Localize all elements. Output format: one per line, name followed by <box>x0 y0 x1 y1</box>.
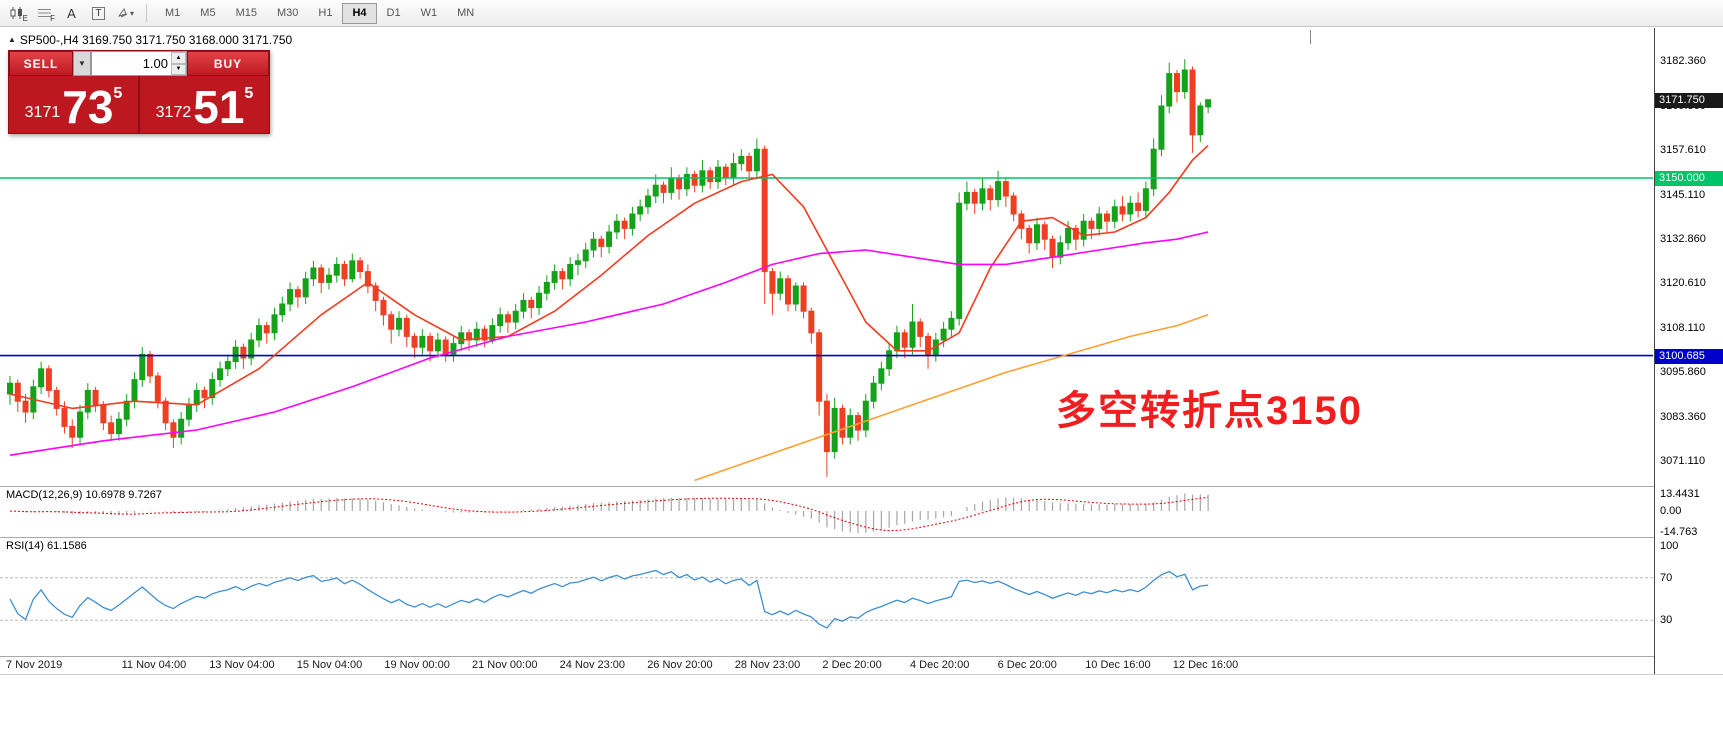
toolbar-separator <box>146 4 147 22</box>
macd-axis-label: -14.763 <box>1660 526 1698 539</box>
price-axis-label: 3095.860 <box>1660 365 1706 378</box>
price-axis-label: 3132.860 <box>1660 232 1706 245</box>
volume-input[interactable] <box>92 52 171 75</box>
macd-axis-label: 0.00 <box>1660 505 1682 517</box>
current-price-tag: 3171.750 <box>1655 92 1723 108</box>
bar-chart-icon[interactable]: E <box>5 2 30 24</box>
text-label-icon[interactable]: T <box>86 2 111 24</box>
bid-price-pip: 5 <box>113 85 123 102</box>
time-axis[interactable]: 7 Nov 2019 11 Nov 04:00 13 Nov 04:00 15 Nov… <box>0 657 1654 674</box>
ask-price-main: 51 <box>193 81 245 134</box>
price-divider <box>138 76 140 133</box>
text-a-icon[interactable]: A <box>67 5 76 21</box>
timeframe-mn-button[interactable]: MN <box>447 3 484 24</box>
macd-label: MACD(12,26,9) 10.6978 9.7267 <box>6 489 162 501</box>
time-axis-label: 13 Nov 04:00 <box>209 659 275 671</box>
time-axis-label: 21 Nov 00:00 <box>472 659 538 671</box>
timeframe-m5-button[interactable]: M5 <box>190 3 225 24</box>
macd-indicator-panel[interactable] <box>0 487 1653 536</box>
price-axis-label: 3120.610 <box>1660 276 1706 289</box>
time-axis-label: 7 Nov 2019 <box>6 659 63 671</box>
one-click-trading-panel: SELL ▼ ▲ ▼ BUY 3171 73 5 3172 51 5 <box>8 50 270 134</box>
rsi-label: RSI(14) 61.1586 <box>6 540 87 552</box>
bid-price-prefix: 3171 <box>24 104 61 121</box>
panel-separator[interactable] <box>0 486 1723 487</box>
price-axis-label: 3108.110 <box>1660 321 1706 334</box>
price-axis-label: 3182.360 <box>1660 54 1706 67</box>
main-candlestick-chart[interactable] <box>0 28 1653 486</box>
price-axis-label: 3071.110 <box>1660 455 1706 467</box>
time-axis-label: 6 Dec 20:00 <box>997 659 1057 671</box>
bid-price-display[interactable]: 3171 73 5 <box>9 76 138 133</box>
time-axis-label: 15 Nov 04:00 <box>296 659 363 671</box>
ask-price-pip: 5 <box>244 85 254 102</box>
time-axis-label: 10 Dec 16:00 <box>1085 659 1151 671</box>
shapes-dropdown-icon[interactable]: ▾ <box>113 2 138 24</box>
timeframe-button-group: M1 M5 M15 M30 H1 H4 D1 W1 MN <box>155 2 484 24</box>
price-axis-label: 3145.110 <box>1660 188 1706 201</box>
toolbar: E F A T ▾ M1 M5 M15 M30 H1 H4 D1 W1 MN <box>0 0 1723 27</box>
timeframe-m30-button[interactable]: M30 <box>267 3 308 24</box>
resistance-line-tag: 3150.000 <box>1655 171 1723 186</box>
ask-price-prefix: 3172 <box>155 104 192 121</box>
macd-axis-label: 13.4431 <box>1660 488 1700 500</box>
symbol-ohlc-text: SP500-,H4 3169.750 3171.750 3168.000 317… <box>19 33 293 47</box>
timeframe-m1-button[interactable]: M1 <box>155 3 190 24</box>
ask-price-display[interactable]: 3172 51 5 <box>140 76 269 133</box>
time-axis-label: 2 Dec 20:00 <box>822 659 882 671</box>
chart-shift-marker <box>1310 30 1311 44</box>
time-axis-label: 4 Dec 20:00 <box>910 659 970 671</box>
volume-dropdown-button[interactable]: ▼ <box>73 51 91 76</box>
price-axis-label: 3157.610 <box>1660 143 1706 156</box>
rsi-axis-label: 100 <box>1660 540 1679 552</box>
annotation-text: 多空转折点3150 <box>1056 389 1363 433</box>
price-axis-label: 3083.360 <box>1660 410 1706 423</box>
rsi-axis-label: 30 <box>1660 614 1673 627</box>
time-axis-label: 19 Nov 00:00 <box>384 659 450 671</box>
panel-separator <box>0 656 1723 657</box>
rsi-indicator-panel[interactable] <box>0 538 1653 656</box>
window-bottom-line <box>0 674 1723 675</box>
timeframe-m15-button[interactable]: M15 <box>226 3 267 24</box>
price-axis[interactable]: 3182.3603169.8603157.6103145.1103132.860… <box>1654 28 1723 674</box>
sell-button[interactable]: SELL <box>9 51 73 76</box>
rsi-axis-label: 70 <box>1660 571 1673 584</box>
volume-increase-button[interactable]: ▲ <box>171 52 186 64</box>
grid-lines-icon[interactable]: F <box>32 2 57 24</box>
timeframe-h4-button[interactable]: H4 <box>342 2 377 24</box>
time-axis-label: 26 Nov 20:00 <box>647 659 713 671</box>
symbol-marker-icon: ▲ <box>8 35 16 44</box>
timeframe-h1-button[interactable]: H1 <box>308 3 342 24</box>
timeframe-d1-button[interactable]: D1 <box>377 3 411 24</box>
buy-button[interactable]: BUY <box>187 51 269 76</box>
support-line-tag: 3100.685 <box>1655 348 1723 364</box>
volume-decrease-button[interactable]: ▼ <box>171 63 186 75</box>
volume-field: ▲ ▼ <box>91 51 187 76</box>
time-axis-label: 12 Dec 16:00 <box>1172 659 1239 671</box>
bid-price-main: 73 <box>62 81 114 134</box>
time-axis-label: 28 Nov 23:00 <box>734 659 801 671</box>
time-axis-label: 24 Nov 23:00 <box>559 659 626 671</box>
panel-separator[interactable] <box>0 537 1723 538</box>
time-axis-label: 11 Nov 04:00 <box>121 659 187 671</box>
timeframe-w1-button[interactable]: W1 <box>411 3 448 24</box>
chart-ohlc-header: ▲ SP500-,H4 3169.750 3171.750 3168.000 31… <box>8 33 292 47</box>
